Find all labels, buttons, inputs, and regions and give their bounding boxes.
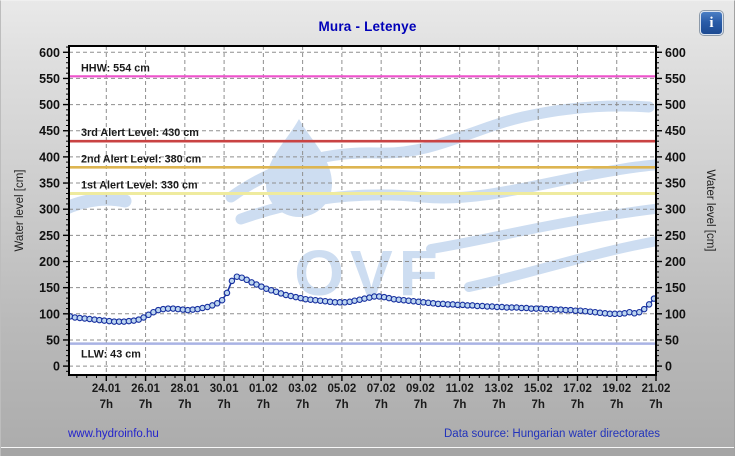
data-point (228, 277, 236, 285)
reference-line-labels: HHW: 554 cm 3rd Alert Level: 430 cm 2nd Al… (81, 62, 201, 360)
plot-area (69, 46, 656, 375)
x-tick-date: 03.02 (288, 383, 317, 395)
x-tick-hour: 7h (217, 399, 230, 411)
x-tick-hour: 7h (296, 399, 309, 411)
reference-line-label: LLW: 43 cm (81, 349, 141, 361)
y-tick-label: 50 (46, 333, 60, 347)
y-tick-label: 0 (665, 360, 672, 374)
reference-line-label: 1st Alert Level: 330 cm (81, 180, 198, 192)
x-tick-hour: 7h (649, 399, 662, 411)
reference-line-label: 3rd Alert Level: 430 cm (81, 127, 199, 139)
data-point (140, 314, 147, 321)
x-tick-date: 19.02 (602, 383, 631, 395)
x-tick-hour: 7h (335, 399, 348, 411)
y-axis-title-left: Water level [cm] (14, 169, 26, 251)
y-tick-label: 500 (39, 98, 60, 112)
x-axis: 24.01 7h 26.01 7h 28.01 7h 30.01 7h 01.02 7h 03.02… (76, 375, 671, 411)
info-icon: i (709, 14, 714, 31)
plot-border (68, 45, 657, 376)
y-tick-label: 450 (665, 124, 686, 138)
water-level-series (69, 273, 656, 325)
x-tick-hour: 7h (139, 399, 152, 411)
x-tick-hour: 7h (178, 399, 191, 411)
x-tick-hour: 7h (257, 399, 270, 411)
data-point (218, 296, 226, 304)
y-axis-title-right: Water level [cm] (704, 169, 716, 251)
x-tick-date: 01.02 (249, 383, 278, 395)
y-tick-label: 300 (665, 203, 686, 217)
y-tick-label: 350 (665, 177, 686, 191)
y-tick-label: 50 (665, 333, 679, 347)
x-tick-date: 11.02 (446, 383, 474, 395)
info-button[interactable]: i (700, 11, 723, 35)
y-tick-label: 600 (39, 46, 60, 60)
x-tick-date: 13.02 (485, 383, 514, 395)
y-tick-label: 300 (39, 203, 60, 217)
x-tick-date: 26.01 (131, 383, 160, 395)
data-point (645, 301, 653, 308)
reference-line-label: HHW: 554 cm (81, 62, 150, 74)
y-tick-label: 250 (665, 229, 686, 243)
x-tick-date: 07.02 (367, 383, 396, 395)
y-tick-label: 450 (39, 124, 60, 138)
data-point (243, 276, 250, 284)
y-tick-label: 150 (39, 281, 60, 295)
y-tick-label: 350 (39, 177, 60, 191)
data-point (640, 305, 648, 313)
panel-bottom-edge (1, 447, 734, 456)
y-tick-label: 250 (39, 229, 60, 243)
data-point (636, 308, 643, 316)
data-point (650, 295, 656, 302)
x-tick-hour: 7h (492, 399, 505, 411)
reference-line-label: 2nd Alert Level: 380 cm (81, 153, 201, 165)
x-tick-date: 28.01 (170, 383, 199, 395)
data-point (223, 289, 231, 297)
y-tick-label: 200 (665, 255, 686, 269)
x-tick-hour: 7h (414, 399, 427, 411)
reference-lines (69, 75, 656, 345)
x-tick-date: 05.02 (327, 383, 356, 395)
data-point (213, 300, 221, 307)
x-tick-hour: 7h (610, 399, 623, 411)
y-tick-label: 150 (665, 281, 686, 295)
y-tick-label: 400 (665, 150, 686, 164)
data-point (145, 311, 152, 319)
y-tick-label: 550 (665, 72, 686, 86)
x-tick-hour: 7h (100, 399, 113, 411)
x-tick-hour: 7h (531, 399, 544, 411)
y-tick-label: 400 (39, 150, 60, 164)
y-tick-label: 550 (39, 72, 60, 86)
x-tick-date: 17.02 (563, 383, 592, 395)
y-tick-label: 500 (665, 98, 686, 112)
y-tick-label: 0 (53, 360, 60, 374)
x-tick-date: 15.02 (524, 383, 553, 395)
x-tick-date: 09.02 (406, 383, 435, 395)
x-tick-hour: 7h (571, 399, 584, 411)
y-tick-label: 100 (665, 307, 686, 321)
x-tick-hour: 7h (453, 399, 466, 411)
hydroinfo-link[interactable]: www.hydroinfo.hu (68, 428, 159, 440)
chart-title: Mura - Letenye (318, 19, 417, 34)
x-tick-hour: 7h (374, 399, 387, 411)
y-tick-label: 100 (39, 307, 60, 321)
y-axes: 0 0 50 50 100 100 150 150 200 200 250 250 300 300 350 3… (39, 46, 686, 374)
data-source-text: Data source: Hungarian water directorate… (444, 428, 661, 440)
x-tick-date: 21.02 (642, 383, 671, 395)
axis-titles: Water level [cm] Water level [cm] (14, 169, 716, 251)
y-tick-label: 600 (665, 46, 686, 60)
x-tick-date: 24.01 (92, 383, 121, 395)
x-tick-date: 30.01 (210, 383, 239, 395)
y-tick-label: 200 (39, 255, 60, 269)
